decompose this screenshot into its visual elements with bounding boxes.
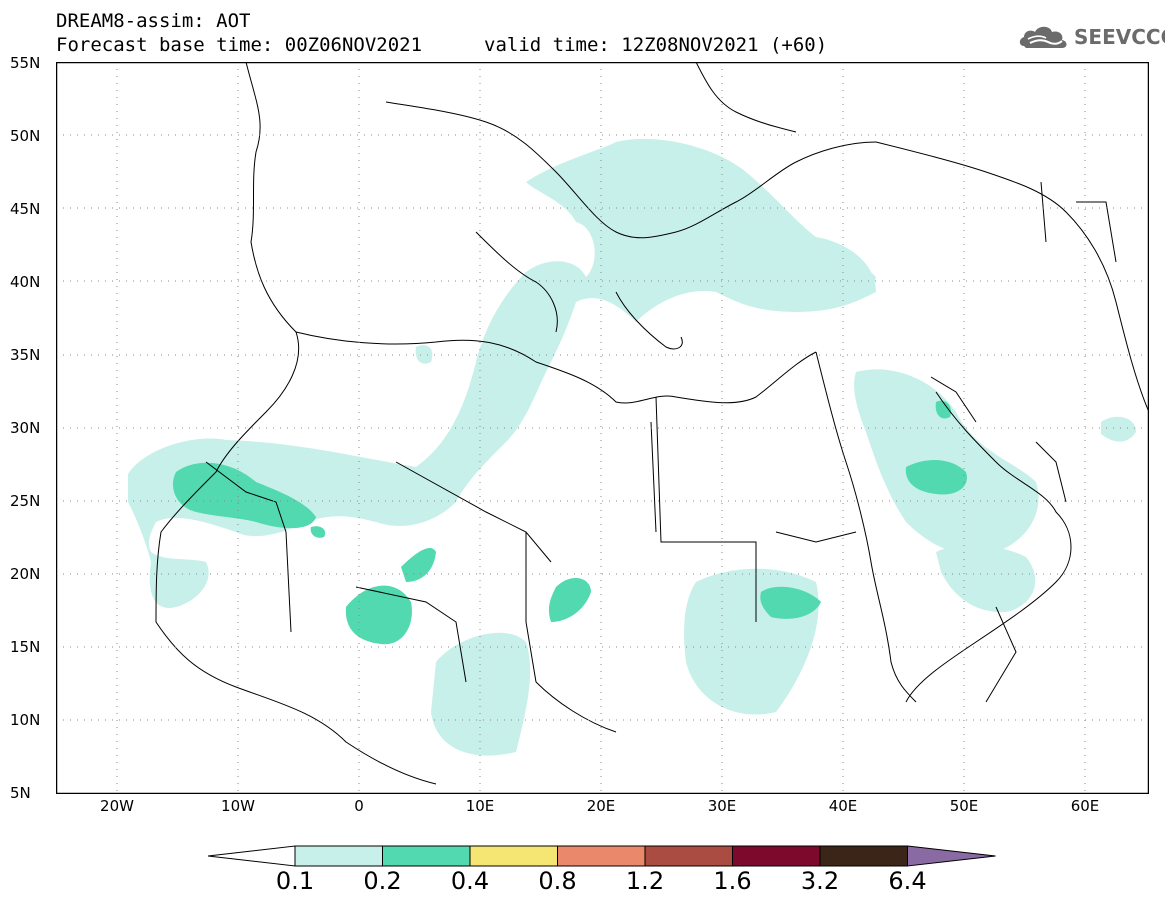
lat-label: 10N (10, 711, 41, 729)
colorbar-label: 3.2 (800, 867, 840, 895)
lon-label: 40E (828, 797, 858, 815)
lat-label: 40N (10, 273, 41, 291)
lon-label: 30E (707, 797, 737, 815)
aot-shading-mid (172, 400, 967, 645)
coastlines-borders (155, 62, 1149, 785)
map-title: DREAM8-assim: AOT (56, 10, 251, 32)
colorbar-swatch (819, 845, 908, 867)
colorbar-label: 6.4 (888, 867, 927, 895)
colorbar-label: 0.4 (450, 867, 490, 895)
seevccc-logo: SEEVCCC (1018, 22, 1165, 52)
lon-label: 0 (354, 797, 364, 815)
colorbar-swatch (382, 845, 471, 867)
map-border (56, 62, 1149, 794)
colorbar-swatch (732, 845, 821, 867)
colorbar-right-arrow (907, 845, 996, 867)
lat-label: 25N (10, 492, 41, 510)
lon-label: 10W (221, 797, 255, 815)
aot-colorbar (207, 845, 996, 867)
aot-map (56, 62, 1149, 794)
colorbar-swatch (469, 845, 558, 867)
lat-label: 5N (10, 784, 31, 802)
colorbar-left-arrow (207, 845, 296, 867)
map-gridlines (56, 62, 1149, 794)
lat-label: 45N (10, 200, 41, 218)
lat-label: 20N (10, 565, 41, 583)
forecast-base-time: Forecast base time: 00Z06NOV2021 (56, 34, 423, 56)
lat-label: 50N (10, 127, 41, 145)
colorbar-label: 0.1 (275, 867, 315, 895)
valid-time: valid time: 12Z08NOV2021 (+60) (484, 34, 828, 56)
colorbar-swatch (294, 845, 383, 867)
lon-label: 60E (1070, 797, 1100, 815)
aot-shading-low (128, 138, 1136, 756)
lon-label: 50E (949, 797, 979, 815)
colorbar-swatch (644, 845, 733, 867)
lat-label: 55N (10, 54, 41, 72)
colorbar-label: 0.2 (363, 867, 402, 895)
lon-label: 20W (100, 797, 134, 815)
logo-text: SEEVCCC (1074, 25, 1165, 49)
lat-label: 30N (10, 419, 41, 437)
lon-label: 10E (465, 797, 495, 815)
lat-label: 35N (10, 346, 41, 364)
cloud-icon (1019, 26, 1067, 48)
lat-label: 15N (10, 638, 41, 656)
colorbar-label: 0.8 (538, 867, 577, 895)
colorbar-swatch (557, 845, 646, 867)
lon-label: 20E (586, 797, 616, 815)
colorbar-label: 1.6 (713, 867, 752, 895)
colorbar-label: 1.2 (625, 867, 665, 895)
